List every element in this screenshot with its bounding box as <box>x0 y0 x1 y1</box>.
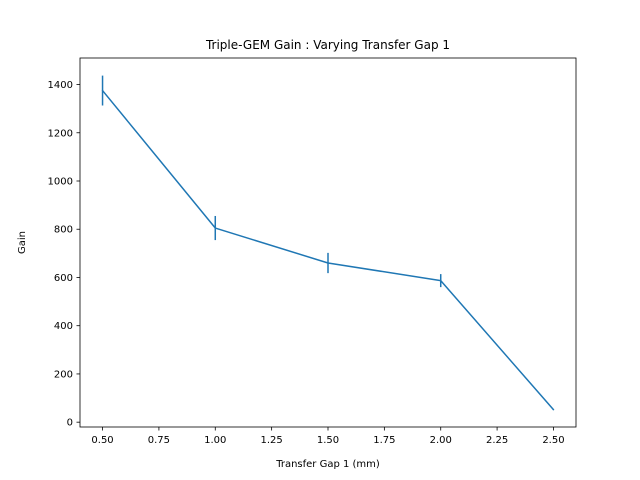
chart-title: Triple-GEM Gain : Varying Transfer Gap 1 <box>205 38 450 52</box>
data-point <box>101 89 104 92</box>
x-tick-label: 1.25 <box>261 435 283 446</box>
x-axis-label: Transfer Gap 1 (mm) <box>275 459 380 470</box>
y-tick-label: 600 <box>54 273 73 284</box>
data-point <box>439 279 442 282</box>
y-tick-label: 1000 <box>48 177 73 188</box>
x-tick-label: 2.00 <box>430 435 452 446</box>
data-point <box>327 262 329 264</box>
x-tick-label: 1.00 <box>204 435 226 446</box>
x-tick-label: 1.75 <box>373 435 395 446</box>
y-tick-label: 200 <box>54 369 73 380</box>
y-tick-label: 1200 <box>48 128 73 139</box>
y-axis: 0 200 400 600 800 1000 1200 1400 <box>48 80 80 429</box>
x-tick-label: 0.50 <box>91 435 113 446</box>
y-tick-label: 0 <box>67 418 73 429</box>
y-axis-label: Gain <box>17 231 28 254</box>
y-tick-label: 400 <box>54 321 73 332</box>
plot-content <box>101 75 555 411</box>
x-axis: 0.50 0.75 1.00 1.25 1.50 1.75 2.00 2.25 2.50 <box>91 427 565 446</box>
x-tick-label: 2.25 <box>486 435 508 446</box>
x-tick-label: 2.50 <box>542 435 564 446</box>
y-tick-label: 1400 <box>48 80 73 91</box>
data-point <box>552 408 555 411</box>
y-tick-label: 800 <box>54 225 73 236</box>
x-tick-label: 0.75 <box>148 435 170 446</box>
data-point <box>214 227 217 229</box>
x-tick-label: 1.50 <box>317 435 339 446</box>
